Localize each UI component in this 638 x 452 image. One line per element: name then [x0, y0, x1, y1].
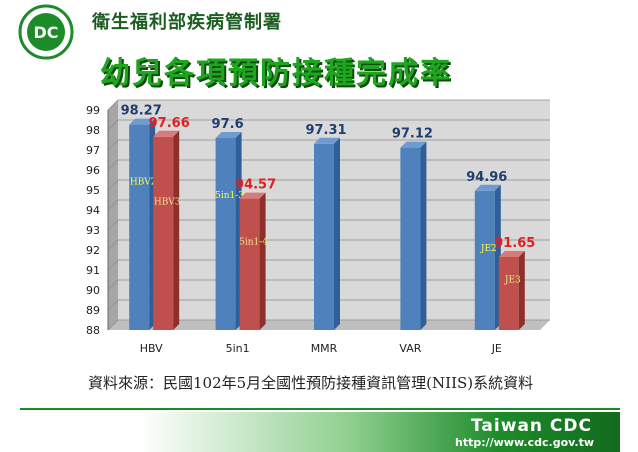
gridline-side — [107, 279, 119, 291]
y-tick-label: 96 — [86, 164, 100, 177]
bar-top — [474, 184, 501, 191]
bar-value-label: 94.96 — [466, 170, 507, 185]
bar — [474, 190, 495, 330]
bar — [153, 136, 174, 330]
gridline-side — [107, 119, 119, 131]
y-tick-label: 97 — [86, 144, 100, 157]
y-tick-label: 98 — [86, 124, 100, 137]
chart-side-wall — [108, 100, 118, 330]
bar-top — [400, 141, 427, 148]
x-tick-label: VAR — [399, 342, 421, 355]
source-note: 資料來源：民國102年5月全國性預防接種資訊管理(NIIS)系統資料 — [88, 374, 534, 392]
bar-series-label: HBV3 — [154, 197, 181, 207]
y-tick-label: 92 — [86, 244, 100, 257]
footer-bar — [20, 412, 620, 452]
bar-side — [518, 251, 525, 330]
bar-top — [215, 132, 242, 138]
bar-top — [498, 251, 525, 257]
bar-top — [239, 192, 266, 199]
y-tick-label: 94 — [86, 204, 100, 217]
header: DC 衛生福利部疾病管制署 — [0, 0, 638, 60]
bar-value-label: 97.12 — [392, 127, 433, 142]
footer-brand: Taiwan CDC — [471, 416, 592, 436]
gridline-side — [107, 219, 119, 231]
bar — [314, 143, 334, 330]
x-tick-label: JE — [491, 342, 502, 355]
bar-series-label: 5in1-4 — [239, 238, 268, 248]
bar-side — [334, 137, 340, 330]
bar — [215, 138, 236, 330]
bar-series-label: JE3 — [504, 276, 521, 286]
x-tick-label: 5in1 — [226, 342, 250, 355]
bar-side — [420, 141, 427, 330]
bar — [498, 257, 519, 330]
bar — [400, 147, 421, 330]
bar-series-label: HBV2 — [130, 178, 157, 188]
bar-side — [173, 130, 180, 330]
bar-top — [153, 130, 180, 137]
footer-divider — [20, 408, 620, 410]
bar-value-label: 98.27 — [121, 104, 162, 119]
gridline-side — [107, 319, 119, 331]
gridline-side — [107, 139, 119, 151]
gridline-side — [107, 159, 119, 171]
bar-value-label: 91.65 — [494, 236, 535, 251]
x-tick-label: HBV — [140, 342, 163, 355]
footer-url[interactable]: http://www.cdc.gov.tw — [454, 436, 594, 449]
gridline-side — [107, 239, 119, 251]
page-title: 幼兒各項預防接種完成率 — [100, 56, 452, 91]
footer: Taiwan CDC http://www.cdc.gov.tw — [20, 408, 620, 452]
gridline-side — [107, 179, 119, 191]
vaccination-bar-chart: 88 89 90 91 92 93 94 95 96 97 98 99 HBV 5in1 MMR VAR JE 9… — [86, 99, 550, 355]
bar-value-label: 94.57 — [235, 178, 276, 193]
bar-side — [259, 192, 266, 330]
y-tick-label: 89 — [86, 304, 100, 317]
bar-value-label: 97.66 — [149, 116, 190, 131]
bar-series-label: 5in1-3 — [215, 191, 244, 201]
cdc-logo-icon: DC — [18, 4, 74, 60]
gridline-side — [107, 299, 119, 311]
bar-value-label: 97.6 — [212, 117, 244, 132]
x-tick-label: MMR — [311, 342, 338, 355]
y-tick-label: 91 — [86, 264, 100, 277]
bar — [129, 124, 150, 330]
bar — [239, 198, 260, 330]
y-tick-label: 95 — [86, 184, 100, 197]
bar-value-label: 97.31 — [305, 123, 346, 138]
gridline-side — [107, 99, 119, 111]
gridline-side — [107, 199, 119, 211]
bar-series-label: JE2 — [480, 244, 497, 254]
gridline-side — [107, 259, 119, 271]
y-tick-label: 93 — [86, 224, 100, 237]
y-tick-label: 99 — [86, 104, 100, 117]
bar-top — [314, 137, 340, 144]
y-tick-label: 88 — [86, 324, 100, 337]
svg-text:DC: DC — [33, 23, 58, 42]
org-name: 衛生福利部疾病管制署 — [92, 12, 282, 33]
bar-top — [129, 118, 156, 125]
y-tick-label: 90 — [86, 284, 100, 297]
